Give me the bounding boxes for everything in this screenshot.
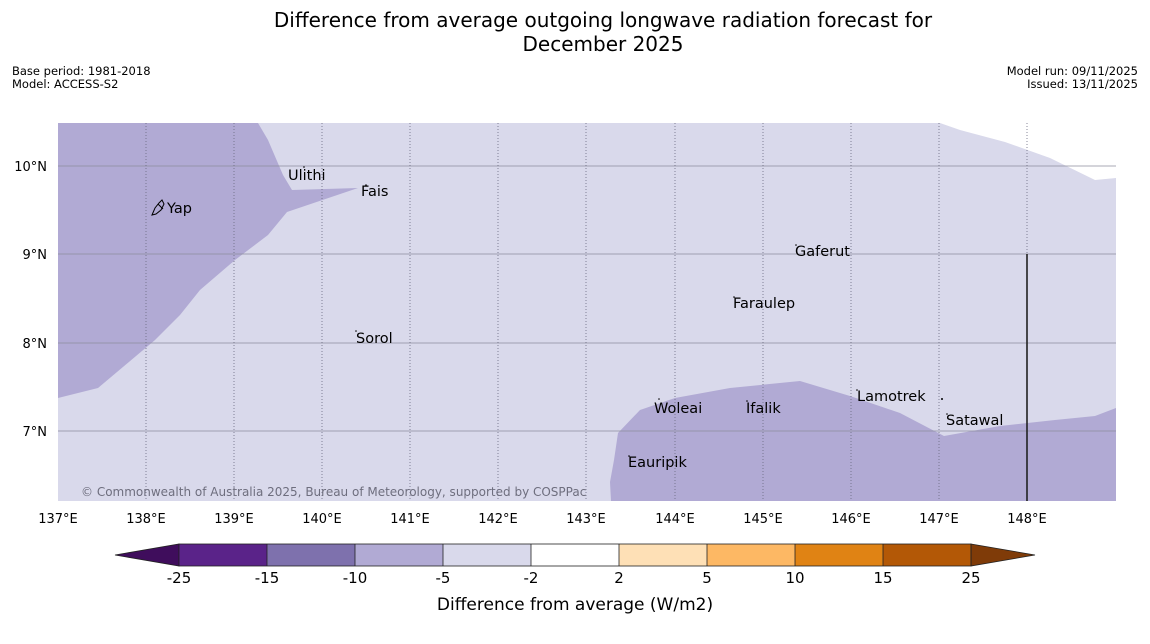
colorbar-tick: 5 <box>702 569 712 587</box>
lon-label-143: 143°E <box>566 512 606 527</box>
lat-label-9: 9°N <box>23 248 48 263</box>
lat-label-10: 10°N <box>14 160 47 175</box>
title-line-1: Difference from average outgoing longwav… <box>273 8 933 32</box>
lat-label-7: 7°N <box>23 425 48 440</box>
map-area: Yap Ulithi Fais Gaferut Faraulep Sorol L… <box>58 123 1116 501</box>
lon-label-147: 147°E <box>919 512 959 527</box>
place-eauripik: Eauripik <box>628 455 687 471</box>
lat-label-8: 8°N <box>23 337 48 352</box>
colorbar-label: Difference from average (W/m2) <box>437 595 713 615</box>
yap-island <box>151 199 165 216</box>
colorbar-tick: 10 <box>785 569 804 587</box>
lon-label-144: 144°E <box>655 512 695 527</box>
lon-label-148: 148°E <box>1007 512 1047 527</box>
place-sorol: Sorol <box>356 331 393 347</box>
colorbar-segment <box>443 544 531 566</box>
colorbar-extend-low <box>114 543 180 567</box>
lon-label-146: 146°E <box>831 512 871 527</box>
place-satawal: Satawal <box>946 413 1003 429</box>
colorbar-tick: -25 <box>167 569 192 587</box>
model-name: Model: ACCESS-S2 <box>12 77 119 91</box>
colorbar-tick: 2 <box>614 569 624 587</box>
place-faraulep: Faraulep <box>733 296 795 312</box>
colorbar-tick: 15 <box>873 569 892 587</box>
colorbar-tick: 25 <box>961 569 980 587</box>
lon-label-145: 145°E <box>743 512 783 527</box>
chart-title: Difference from average outgoing longwav… <box>0 8 1150 56</box>
colorbar-segment <box>355 544 443 566</box>
colorbar-tick: -15 <box>255 569 280 587</box>
colorbar-ticks: -25 -15 -10 -5 -2 2 5 10 15 25 <box>167 569 981 587</box>
place-woleai: Woleai <box>654 401 702 417</box>
place-lamotrek: Lamotrek <box>857 389 926 405</box>
colorbar-dividers <box>178 543 972 567</box>
meta-left: Base period: 1981-2018 Model: ACCESS-S2 <box>12 65 151 91</box>
colorbar-segment <box>619 544 707 566</box>
colorbar-segment <box>531 544 619 566</box>
anomaly-region-southeast <box>610 381 1116 501</box>
lon-label-138: 138°E <box>126 512 166 527</box>
island-markers <box>303 166 948 457</box>
title-line-2: December 2025 <box>522 32 684 56</box>
place-fais: Fais <box>361 184 388 200</box>
lon-label-141: 141°E <box>390 512 430 527</box>
lat-axis: 10°N 9°N 8°N 7°N <box>14 160 47 440</box>
lon-axis: 137°E 138°E 139°E 140°E 141°E 142°E 143°… <box>38 512 1047 527</box>
colorbar-extend-high <box>970 543 1036 567</box>
place-yap: Yap <box>166 201 192 217</box>
colorbar-segment <box>883 544 971 566</box>
place-ulithi: Ulithi <box>288 168 326 184</box>
colorbar-segment <box>707 544 795 566</box>
colorbar-segment <box>179 544 267 566</box>
lon-label-140: 140°E <box>302 512 342 527</box>
colorbar-tick: -2 <box>524 569 539 587</box>
meta-right: Model run: 09/11/2025 Issued: 13/11/2025 <box>1007 65 1138 91</box>
issued-date: Issued: 13/11/2025 <box>1027 77 1138 91</box>
anomaly-region-west <box>58 123 358 398</box>
lon-label-142: 142°E <box>478 512 518 527</box>
colorbar-segment <box>795 544 883 566</box>
place-ifalik: Ifalik <box>746 401 781 417</box>
attribution: © Commonwealth of Australia 2025, Bureau… <box>81 485 586 499</box>
model-run: Model run: 09/11/2025 <box>1006 64 1138 78</box>
base-period: Base period: 1981-2018 <box>12 64 151 78</box>
colorbar-tick: -10 <box>343 569 368 587</box>
colorbar-segment <box>267 544 355 566</box>
lon-label-137: 137°E <box>38 512 78 527</box>
place-gaferut: Gaferut <box>795 244 850 260</box>
lon-label-139: 139°E <box>214 512 254 527</box>
colorbar-tick: -5 <box>436 569 451 587</box>
colorbar: -25 -15 -10 -5 -2 2 5 10 15 25 Differenc… <box>114 543 1036 615</box>
